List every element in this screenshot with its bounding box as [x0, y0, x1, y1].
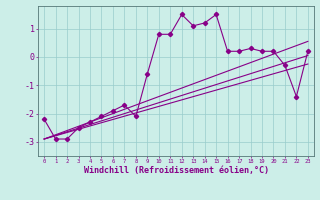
- X-axis label: Windchill (Refroidissement éolien,°C): Windchill (Refroidissement éolien,°C): [84, 166, 268, 175]
